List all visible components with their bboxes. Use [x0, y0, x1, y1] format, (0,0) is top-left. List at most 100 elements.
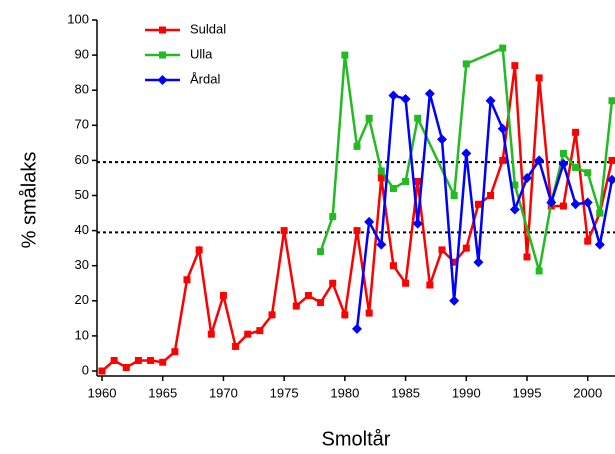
data-point — [353, 142, 361, 150]
data-point — [304, 292, 312, 300]
x-tick-label: 1990 — [452, 385, 481, 400]
data-point — [570, 199, 581, 210]
data-point — [596, 209, 604, 217]
data-point — [122, 363, 130, 371]
data-point — [582, 197, 593, 208]
legend-marker — [157, 75, 168, 85]
y-tick-label: 70 — [75, 117, 89, 132]
data-point — [438, 246, 446, 254]
data-point — [559, 149, 567, 157]
data-point — [509, 204, 520, 215]
y-tick-label: 30 — [75, 257, 89, 272]
data-point — [535, 267, 543, 275]
data-point — [389, 184, 397, 192]
data-point — [584, 237, 592, 245]
data-point — [400, 93, 411, 104]
data-point — [608, 156, 615, 164]
legend-label: Suldal — [190, 21, 226, 36]
x-tick-label: 1995 — [513, 385, 542, 400]
y-axis-title: % smålaks — [18, 152, 40, 249]
data-point — [608, 97, 615, 105]
data-point — [546, 197, 557, 208]
data-point — [183, 276, 191, 284]
data-point — [329, 213, 337, 221]
data-point — [244, 330, 252, 338]
data-point — [364, 216, 375, 227]
y-tick-label: 80 — [75, 82, 89, 97]
data-point — [534, 155, 545, 166]
y-tick-label: 20 — [75, 292, 89, 307]
x-tick-label: 1975 — [270, 385, 299, 400]
y-tick-label: 60 — [75, 152, 89, 167]
data-point — [317, 248, 325, 256]
y-tick-label: 10 — [75, 327, 89, 342]
data-point — [474, 200, 482, 208]
data-point — [402, 279, 410, 287]
data-point — [412, 218, 423, 229]
data-point — [414, 114, 422, 122]
data-point — [572, 128, 580, 136]
data-point — [487, 192, 495, 199]
data-point — [449, 295, 460, 306]
data-point — [353, 227, 361, 235]
x-tick-label: 1985 — [391, 385, 420, 400]
x-tick-label: 1970 — [209, 385, 238, 400]
data-point — [377, 167, 385, 175]
data-point — [195, 246, 203, 254]
data-point — [511, 62, 519, 70]
data-point — [134, 356, 142, 364]
x-tick-label: 1980 — [330, 385, 359, 400]
data-point — [402, 177, 410, 185]
data-point — [485, 95, 496, 106]
y-tick-label: 0 — [82, 362, 89, 377]
data-point — [219, 292, 227, 300]
x-tick-label: 1960 — [88, 385, 117, 400]
data-point — [341, 311, 349, 319]
data-point — [426, 281, 434, 289]
y-tick-label: 100 — [67, 11, 89, 26]
data-point — [377, 174, 385, 182]
data-point — [522, 172, 532, 183]
data-point — [147, 356, 155, 364]
series-line — [355, 93, 614, 330]
data-point — [559, 202, 567, 210]
data-point — [462, 244, 470, 252]
data-point — [110, 356, 118, 364]
legend-marker — [159, 51, 166, 59]
data-point — [98, 367, 106, 375]
legend-marker — [159, 26, 166, 34]
data-point — [461, 148, 472, 159]
data-point — [594, 239, 605, 250]
legend-label: Årdal — [190, 71, 220, 86]
data-point — [437, 134, 447, 145]
data-point — [317, 299, 325, 307]
data-point — [414, 177, 422, 185]
data-point — [497, 123, 508, 134]
data-point — [329, 279, 337, 287]
data-point — [535, 74, 543, 82]
data-point — [462, 60, 470, 68]
data-point — [280, 227, 288, 235]
data-point — [341, 51, 349, 59]
data-point — [499, 156, 507, 164]
data-point — [584, 169, 592, 177]
data-point — [572, 163, 580, 171]
data-point — [388, 90, 399, 101]
y-tick-label: 40 — [75, 222, 89, 237]
x-tick-label: 1965 — [148, 385, 177, 400]
data-point — [450, 192, 458, 199]
data-point — [450, 258, 458, 266]
y-tick-label: 90 — [75, 47, 89, 62]
data-point — [352, 323, 362, 334]
data-point — [424, 88, 435, 99]
y-tick-label: 50 — [75, 187, 89, 202]
data-point — [511, 181, 519, 189]
data-point — [499, 44, 507, 52]
data-point — [292, 302, 300, 310]
data-point — [473, 257, 484, 268]
data-point — [365, 114, 373, 122]
data-point — [171, 348, 179, 356]
data-point — [159, 358, 167, 366]
